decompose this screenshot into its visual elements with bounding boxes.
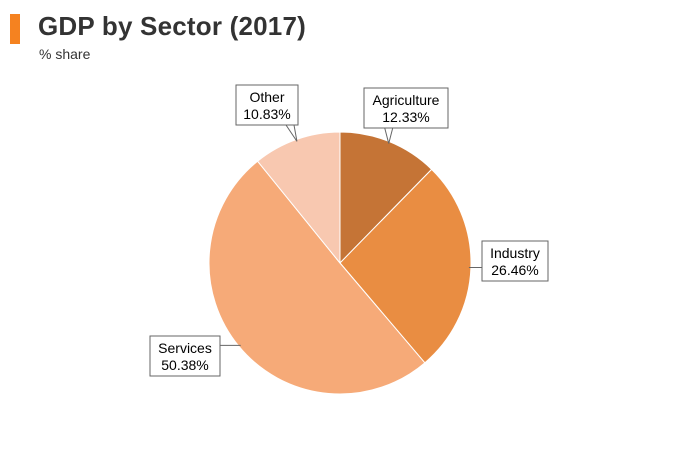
- slice-label-value: 10.83%: [243, 106, 290, 122]
- chart-title: GDP by Sector (2017): [38, 11, 306, 41]
- label-box: [481, 240, 549, 282]
- label-box: [235, 84, 299, 126]
- label-box: [149, 335, 221, 377]
- slice-label-name: Other: [249, 89, 284, 105]
- label-connector: [285, 124, 298, 142]
- title-accent-bar: [10, 14, 20, 44]
- slice-label-value: 26.46%: [491, 262, 538, 278]
- pie-slice-services: [208, 160, 426, 395]
- label-connector: [384, 127, 394, 144]
- slice-label-value: 50.38%: [161, 357, 208, 373]
- chart-subtitle: % share: [39, 46, 91, 62]
- pie-slices: [208, 131, 472, 395]
- slice-label-name: Services: [158, 340, 212, 356]
- slice-label-value: 12.33%: [382, 109, 429, 125]
- slice-label-name: Industry: [490, 245, 540, 261]
- slice-label-name: Agriculture: [373, 92, 440, 108]
- label-box: [363, 87, 449, 129]
